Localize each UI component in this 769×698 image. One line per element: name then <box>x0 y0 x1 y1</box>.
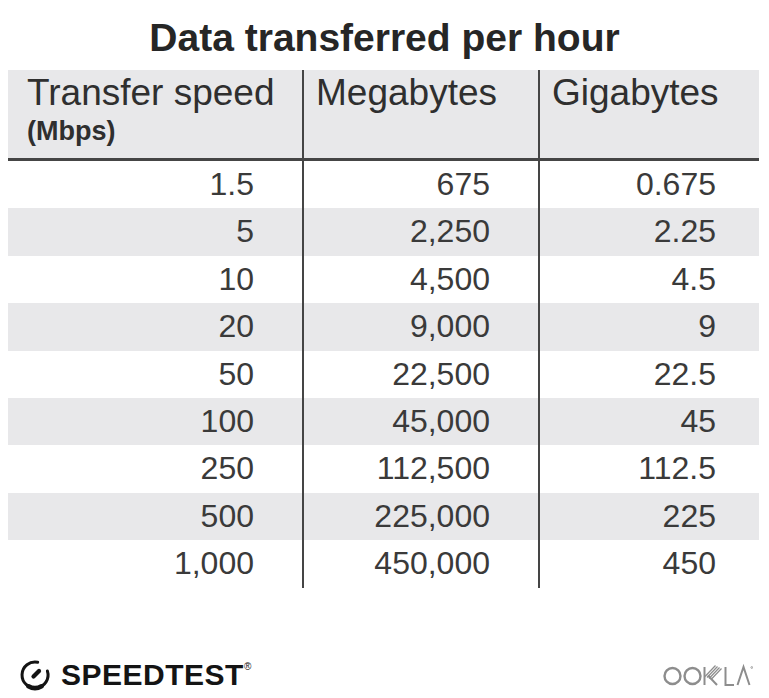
cell-gb: 225 <box>538 493 759 540</box>
table-body: 1.56750.67552,2502.25104,5004.5209,00095… <box>8 161 759 588</box>
data-table: Transfer speed (Mbps) Megabytes Gigabyte… <box>8 70 759 588</box>
cell-gb: 0.675 <box>538 161 759 208</box>
page-title: Data transferred per hour <box>0 16 769 60</box>
cell-mb: 675 <box>302 161 538 208</box>
cell-gb: 450 <box>538 540 759 587</box>
table-row: 104,5004.5 <box>8 256 759 303</box>
speedtest-gauge-icon <box>18 658 52 692</box>
cell-speed: 100 <box>8 398 302 445</box>
cell-mb: 22,500 <box>302 351 538 398</box>
header-gigabytes: Gigabytes <box>538 70 759 158</box>
table-header-row: Transfer speed (Mbps) Megabytes Gigabyte… <box>8 70 759 161</box>
cell-mb: 450,000 <box>302 540 538 587</box>
cell-mb: 9,000 <box>302 303 538 350</box>
cell-speed: 10 <box>8 256 302 303</box>
table-row: 1.56750.675 <box>8 161 759 208</box>
cell-gb: 2.25 <box>538 208 759 255</box>
cell-gb: 112.5 <box>538 445 759 492</box>
cell-speed: 1.5 <box>8 161 302 208</box>
cell-mb: 2,250 <box>302 208 538 255</box>
registered-mark: ® <box>244 661 252 672</box>
table-row: 250112,500112.5 <box>8 445 759 492</box>
table-row: 209,0009 <box>8 303 759 350</box>
cell-mb: 225,000 <box>302 493 538 540</box>
cell-speed: 5 <box>8 208 302 255</box>
cell-speed: 1,000 <box>8 540 302 587</box>
ookla-wordmark-icon <box>663 656 753 688</box>
table-row: 500225,000225 <box>8 493 759 540</box>
table-row: 1,000450,000450 <box>8 540 759 587</box>
header-transfer-speed-label: Transfer speed <box>27 72 302 114</box>
cell-gb: 9 <box>538 303 759 350</box>
cell-speed: 20 <box>8 303 302 350</box>
cell-mb: 112,500 <box>302 445 538 492</box>
table-row: 10045,00045 <box>8 398 759 445</box>
cell-gb: 4.5 <box>538 256 759 303</box>
cell-speed: 50 <box>8 351 302 398</box>
header-megabytes: Megabytes <box>302 70 538 158</box>
cell-mb: 45,000 <box>302 398 538 445</box>
table-row: 52,2502.25 <box>8 208 759 255</box>
cell-gb: 22.5 <box>538 351 759 398</box>
cell-speed: 250 <box>8 445 302 492</box>
ookla-logo <box>663 656 753 692</box>
cell-speed: 500 <box>8 493 302 540</box>
header-transfer-speed-unit: (Mbps) <box>27 116 302 147</box>
table-row: 5022,50022.5 <box>8 351 759 398</box>
speedtest-wordmark: SPEEDTEST® <box>61 658 252 692</box>
header-transfer-speed: Transfer speed (Mbps) <box>8 70 302 158</box>
cell-gb: 45 <box>538 398 759 445</box>
speedtest-logo: SPEEDTEST® <box>18 658 252 692</box>
cell-mb: 4,500 <box>302 256 538 303</box>
